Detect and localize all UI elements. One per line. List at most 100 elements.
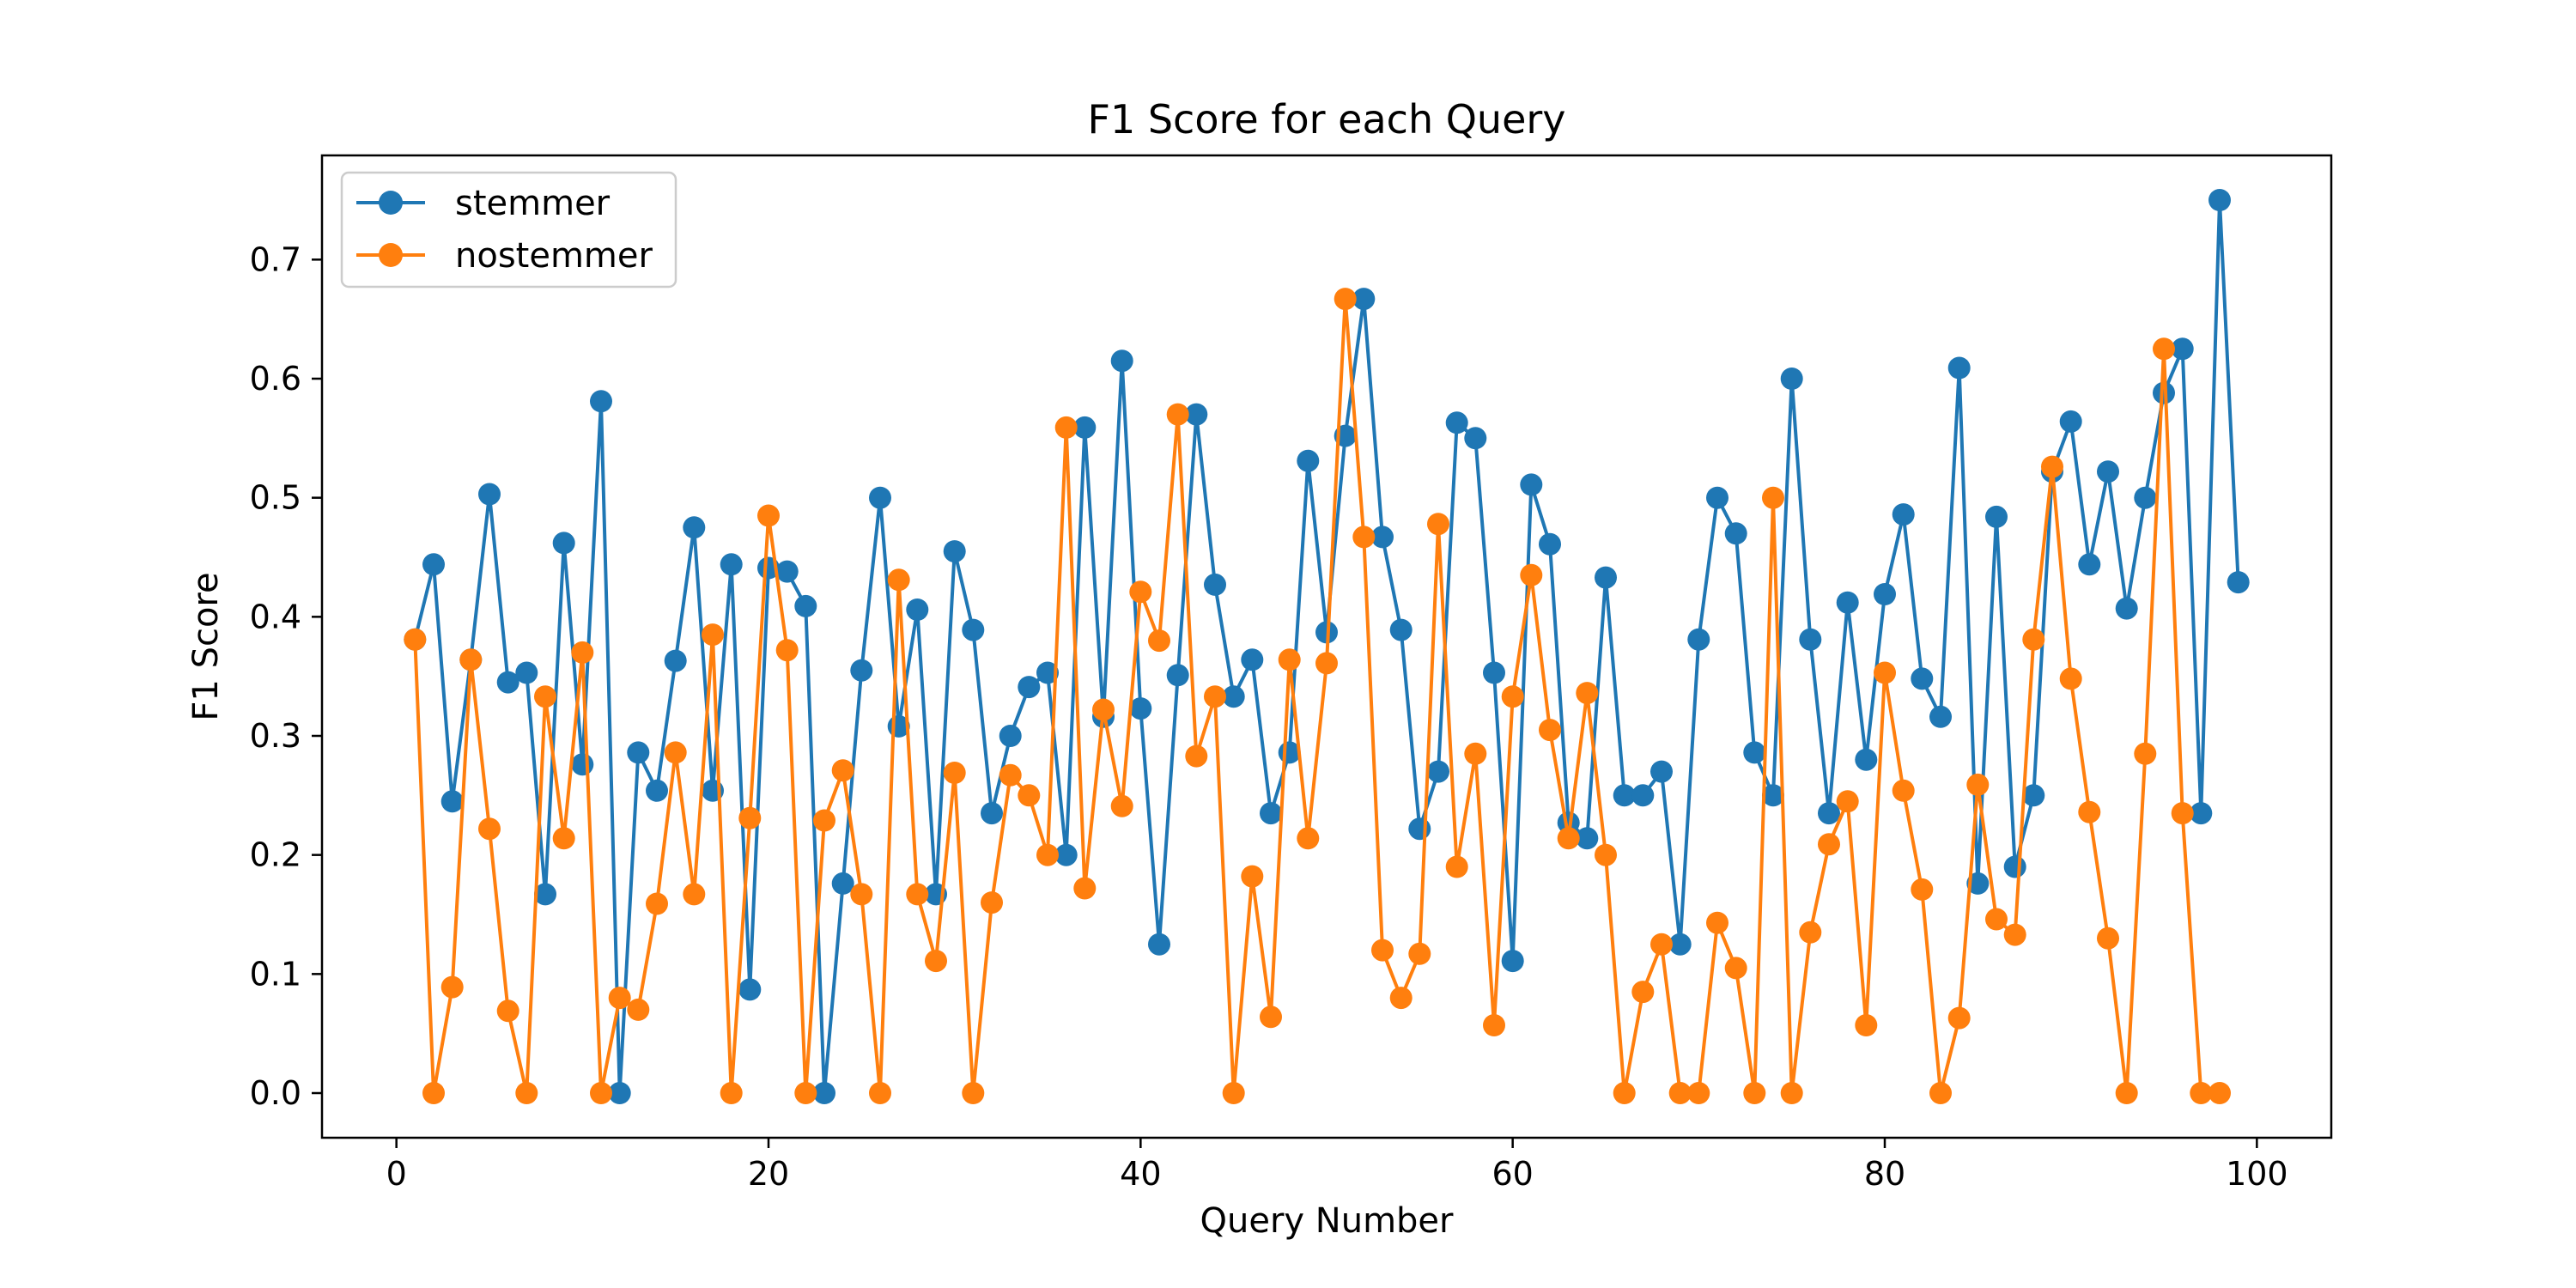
y-tick-label: 0.1: [250, 955, 301, 993]
data-point-stemmer: [869, 486, 891, 509]
data-point-stemmer: [2078, 553, 2101, 576]
data-point-stemmer: [831, 872, 854, 895]
data-point-stemmer: [1780, 368, 1803, 390]
series-stemmer: [404, 189, 2250, 1104]
data-point-stemmer: [478, 483, 501, 506]
data-point-stemmer: [813, 1082, 835, 1104]
data-point-stemmer: [1222, 685, 1245, 708]
data-point-nostemmer: [1241, 865, 1264, 888]
data-point-nostemmer: [552, 827, 575, 850]
data-point-nostemmer: [1818, 833, 1840, 856]
data-point-nostemmer: [775, 639, 799, 662]
data-point-nostemmer: [757, 504, 780, 527]
data-point-nostemmer: [1520, 563, 1543, 586]
data-point-nostemmer: [1204, 685, 1226, 708]
x-tick-label: 40: [1120, 1155, 1161, 1193]
data-point-nostemmer: [1185, 744, 1208, 768]
legend-box: [340, 171, 677, 289]
x-tick-label: 80: [1864, 1155, 1905, 1193]
data-point-nostemmer: [1631, 981, 1655, 1004]
data-point-stemmer: [1724, 522, 1747, 545]
data-point-nostemmer: [1743, 1082, 1766, 1104]
data-point-nostemmer: [1129, 580, 1152, 604]
data-point-nostemmer: [1073, 877, 1097, 900]
data-point-nostemmer: [422, 1082, 445, 1104]
data-point-stemmer: [1352, 288, 1376, 311]
series-layer: [404, 189, 2250, 1104]
legend-label-stemmer: stemmer: [455, 184, 611, 223]
data-point-nostemmer: [1706, 911, 1728, 934]
data-point-stemmer: [1464, 427, 1487, 450]
data-point-nostemmer: [1687, 1082, 1710, 1104]
data-point-nostemmer: [459, 648, 483, 671]
series-line-nostemmer: [413, 297, 2220, 1095]
data-point-nostemmer: [1780, 1082, 1803, 1104]
data-point-stemmer: [1892, 503, 1915, 526]
data-point-nostemmer: [1445, 855, 1468, 878]
data-point-stemmer: [1129, 697, 1152, 720]
data-point-nostemmer: [1408, 942, 1431, 965]
data-point-nostemmer: [2134, 742, 2157, 765]
data-point-stemmer: [1260, 802, 1282, 825]
data-point-nostemmer: [2097, 927, 2119, 950]
data-point-stemmer: [440, 790, 464, 813]
data-point-stemmer: [1874, 583, 1896, 605]
data-point-nostemmer: [2059, 667, 2082, 690]
data-point-nostemmer: [440, 975, 464, 999]
data-point-stemmer: [1501, 950, 1524, 973]
data-point-stemmer: [1389, 618, 1413, 641]
data-point-stemmer: [2115, 597, 2138, 620]
data-point-nostemmer: [683, 883, 706, 906]
data-point-stemmer: [2059, 410, 2082, 433]
data-point-nostemmer: [1985, 908, 2008, 931]
data-point-stemmer: [1408, 817, 1431, 841]
data-point-nostemmer: [571, 641, 594, 664]
data-point-stemmer: [1204, 573, 1226, 596]
data-point-stemmer: [1706, 486, 1728, 509]
data-point-stemmer: [1073, 416, 1097, 439]
data-point-stemmer: [1520, 473, 1543, 496]
legend: stemmer nostemmer: [340, 171, 677, 289]
y-axis-label: F1 Score: [186, 572, 226, 720]
data-point-nostemmer: [962, 1082, 985, 1104]
data-point-nostemmer: [1799, 920, 1822, 944]
data-point-nostemmer: [2153, 337, 2175, 361]
data-point-nostemmer: [496, 999, 519, 1023]
data-point-nostemmer: [1222, 1082, 1245, 1104]
data-point-nostemmer: [1762, 486, 1784, 509]
data-point-nostemmer: [1483, 1014, 1505, 1036]
data-point-stemmer: [738, 978, 762, 1001]
data-point-stemmer: [2134, 486, 2157, 509]
data-point-nostemmer: [2115, 1082, 2138, 1104]
y-axis: 0.0 0.1 0.2 0.3 0.4 0.5 0.6 0.7: [250, 240, 322, 1112]
data-point-stemmer: [496, 671, 519, 694]
data-point-nostemmer: [1929, 1082, 1952, 1104]
data-point-nostemmer: [1352, 526, 1376, 549]
data-point-stemmer: [2003, 855, 2026, 878]
data-point-stemmer: [999, 725, 1022, 747]
series-nostemmer: [404, 288, 2231, 1104]
data-point-nostemmer: [1911, 878, 1934, 901]
legend-marker-nostemmer: [379, 243, 403, 267]
chart-title: F1 Score for each Query: [1087, 96, 1565, 143]
data-point-stemmer: [981, 802, 1003, 825]
data-point-nostemmer: [1018, 784, 1041, 807]
x-tick-label: 60: [1492, 1155, 1533, 1193]
data-point-stemmer: [1687, 628, 1710, 651]
data-point-nostemmer: [1092, 698, 1115, 721]
data-point-nostemmer: [1874, 661, 1896, 684]
data-point-nostemmer: [534, 685, 556, 708]
y-tick-label: 0.7: [250, 240, 301, 278]
legend-label-nostemmer: nostemmer: [455, 236, 653, 276]
data-point-stemmer: [515, 661, 538, 684]
y-tick-label: 0.2: [250, 836, 301, 874]
legend-marker-stemmer: [379, 191, 403, 215]
data-point-stemmer: [1836, 591, 1859, 614]
data-point-stemmer: [906, 598, 929, 621]
y-tick-label: 0.3: [250, 717, 301, 755]
data-point-stemmer: [1148, 933, 1170, 956]
data-point-nostemmer: [831, 759, 854, 782]
data-point-nostemmer: [608, 987, 631, 1010]
data-point-nostemmer: [478, 817, 501, 841]
data-point-stemmer: [1929, 705, 1952, 728]
